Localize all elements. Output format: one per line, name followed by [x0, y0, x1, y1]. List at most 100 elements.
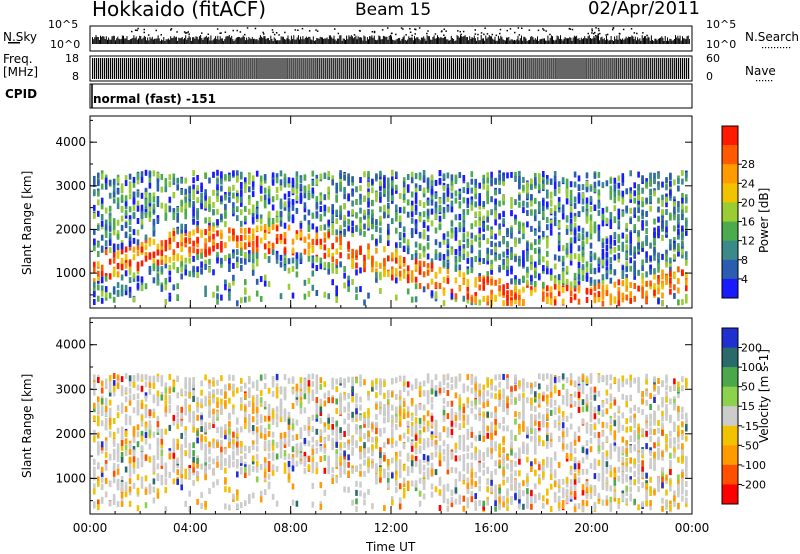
power-cell [371, 266, 374, 273]
velocity-cell [112, 497, 116, 504]
power-cell [577, 262, 581, 269]
noise-mark [423, 36, 425, 44]
velocity-cell [275, 466, 279, 472]
power-cell [518, 255, 521, 262]
velocity-cell [271, 469, 275, 476]
power-cell [414, 228, 418, 235]
noise-mark [580, 37, 582, 44]
power-cell [347, 210, 350, 217]
velocity-cell [255, 453, 259, 460]
freq-mark [488, 58, 490, 79]
power-cell [391, 169, 394, 176]
power-cell [180, 273, 183, 280]
noise-mark [359, 37, 361, 44]
velocity-cell [259, 432, 263, 439]
power-cell [601, 207, 605, 214]
velocity-cell [263, 433, 267, 440]
power-cell [168, 237, 172, 244]
noise-mark [607, 39, 609, 44]
power-cell [128, 173, 132, 180]
power-cell [685, 251, 688, 258]
power-cell [597, 180, 601, 187]
velocity-cell [251, 440, 255, 447]
power-colorbar-tick-label: 16 [741, 216, 755, 229]
power-cell [148, 211, 152, 218]
noise-mark [378, 35, 380, 44]
power-cell [97, 270, 100, 277]
velocity-cell [97, 476, 100, 483]
power-cell [315, 265, 319, 271]
power-cell [454, 277, 458, 284]
power-cell [251, 217, 255, 223]
velocity-cell [192, 450, 195, 457]
noise-mark [294, 39, 296, 44]
power-cell [601, 274, 605, 281]
power-cell [418, 174, 422, 181]
velocity-cell [160, 432, 164, 439]
power-cell [204, 196, 207, 203]
velocity-cell [255, 404, 259, 410]
power-cell [307, 242, 311, 249]
power-cell [363, 230, 366, 237]
power-cell [327, 186, 330, 193]
power-cell [617, 195, 621, 202]
power-cell [132, 296, 136, 303]
power-cell [295, 182, 299, 189]
power-cell [645, 228, 648, 234]
freq-mark [325, 58, 327, 79]
noise-mark [175, 36, 177, 44]
power-cell [128, 277, 132, 284]
power-cell [561, 287, 565, 293]
power-cell [601, 220, 605, 227]
power-cell [565, 194, 569, 201]
power-cell [593, 267, 597, 274]
power-cell [637, 184, 640, 190]
power-cell [534, 229, 537, 236]
power-cell [410, 270, 414, 277]
power-cell [677, 243, 680, 250]
power-cell [315, 232, 319, 239]
power-cell [649, 255, 652, 262]
power-cell [490, 229, 493, 236]
power-cell [617, 175, 621, 182]
noise-mark [135, 36, 137, 44]
noise-mark [448, 40, 450, 44]
noise-dot [517, 27, 520, 29]
velocity-cell [152, 382, 156, 389]
power-cell [251, 191, 255, 198]
power-cell [442, 198, 446, 205]
velocity-cell [220, 398, 223, 405]
velocity-cell [248, 414, 251, 420]
power-cell [653, 231, 656, 238]
power-cell [395, 215, 398, 222]
power-cell [609, 299, 613, 306]
power-cell [446, 268, 450, 274]
power-cell [470, 199, 474, 206]
power-cell [633, 182, 636, 189]
power-cell [502, 258, 505, 265]
noise-dot [506, 29, 508, 32]
power-cell [255, 241, 259, 248]
power-cell [136, 191, 140, 198]
velocity-cell [112, 390, 116, 397]
noise-mark [110, 39, 112, 44]
power-cell [124, 222, 128, 229]
freq-mark [484, 58, 486, 79]
velocity-cell [128, 471, 132, 478]
noise-dot [186, 32, 188, 34]
power-cell [641, 187, 644, 194]
power-cell [371, 214, 374, 221]
power-cell [653, 273, 656, 280]
power-cell [609, 268, 613, 275]
noise-dot [170, 29, 172, 31]
noise-mark [575, 36, 576, 44]
power-cell [160, 202, 164, 209]
noise-mark [625, 36, 627, 44]
noise-mark [267, 38, 269, 44]
velocity-cell [208, 423, 211, 430]
freq-mark [630, 58, 632, 79]
power-cell [100, 173, 104, 180]
power-cell [629, 218, 632, 225]
noise-mark [224, 39, 226, 44]
power-cell [629, 249, 632, 256]
